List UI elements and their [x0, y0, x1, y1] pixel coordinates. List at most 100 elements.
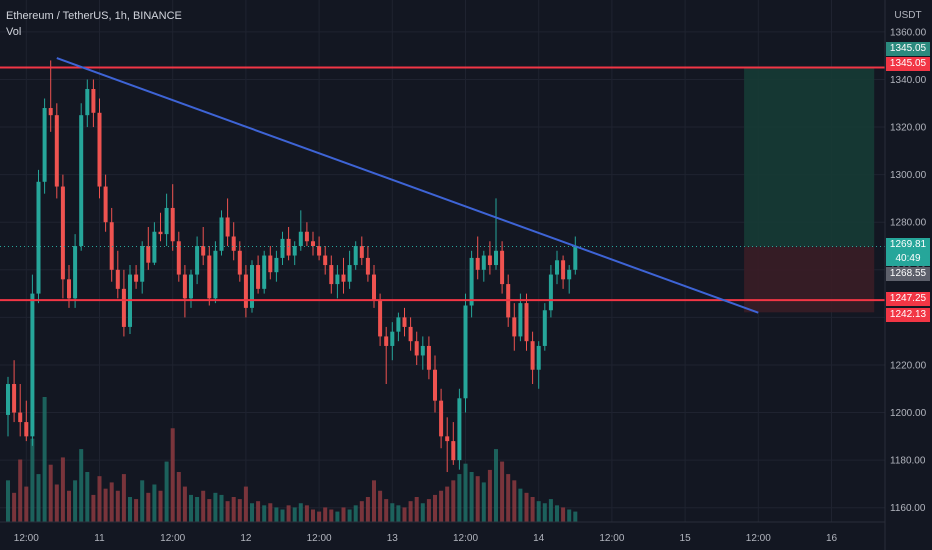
candle-body[interactable] — [500, 250, 505, 285]
candle-body[interactable] — [213, 250, 218, 299]
candle-body[interactable] — [146, 246, 151, 263]
candle-body[interactable] — [542, 310, 547, 346]
candle-body[interactable] — [573, 246, 578, 270]
candle-body[interactable] — [445, 436, 450, 442]
candle-body[interactable] — [530, 341, 535, 370]
candle-body[interactable] — [353, 246, 358, 266]
candle-body[interactable] — [365, 257, 370, 275]
candle-body[interactable] — [48, 108, 53, 116]
candle-body[interactable] — [433, 369, 437, 401]
candle-body[interactable] — [451, 441, 456, 461]
candle-body[interactable] — [54, 115, 59, 187]
candle-body[interactable] — [91, 88, 96, 113]
candle-body[interactable] — [512, 317, 517, 337]
candle-body[interactable] — [420, 345, 425, 356]
candle-body[interactable] — [250, 265, 254, 308]
candle-body[interactable] — [152, 231, 157, 263]
candle-body[interactable] — [176, 241, 181, 275]
candle-body[interactable] — [311, 241, 315, 247]
candle-body[interactable] — [335, 274, 340, 285]
candle-body[interactable] — [182, 274, 187, 299]
candle-body[interactable] — [280, 238, 285, 258]
candle-body[interactable] — [103, 186, 108, 223]
candle-body[interactable] — [317, 246, 322, 256]
candle-body[interactable] — [402, 317, 407, 327]
candle-body[interactable] — [67, 279, 71, 299]
candle-body[interactable] — [237, 250, 242, 275]
symbol-title[interactable]: Ethereum / TetherUS, 1h, BINANCE — [6, 10, 182, 22]
candle-body[interactable] — [536, 345, 541, 370]
candle-body[interactable] — [341, 274, 346, 282]
candle-body[interactable] — [475, 257, 480, 270]
candle-body[interactable] — [225, 217, 230, 237]
candle-body[interactable] — [274, 257, 279, 273]
candle-body[interactable] — [524, 303, 529, 342]
candle-body[interactable] — [359, 246, 364, 258]
candle-body[interactable] — [73, 246, 78, 299]
candle-body[interactable] — [140, 246, 145, 282]
candle-body[interactable] — [12, 384, 17, 413]
volume-label[interactable]: Vol — [6, 26, 22, 38]
candle-body[interactable] — [36, 181, 41, 294]
candle-body[interactable] — [18, 412, 23, 423]
candle-body[interactable] — [243, 274, 248, 308]
candle-body[interactable] — [518, 303, 523, 337]
candle-body[interactable] — [30, 293, 35, 437]
candle-body[interactable] — [268, 255, 273, 273]
candle-body[interactable] — [347, 265, 352, 282]
candle-body[interactable] — [231, 236, 236, 251]
candle-body[interactable] — [97, 112, 102, 187]
candle-body[interactable] — [378, 300, 383, 337]
candle-body[interactable] — [414, 341, 419, 356]
candle-body[interactable] — [487, 255, 492, 266]
candle-body[interactable] — [60, 186, 65, 280]
candle-body[interactable] — [567, 269, 572, 280]
candle-body[interactable] — [170, 207, 175, 242]
candle-body[interactable] — [24, 422, 29, 437]
candle-body[interactable] — [323, 255, 328, 266]
candle-body[interactable] — [134, 274, 139, 282]
candle-body[interactable] — [79, 115, 84, 247]
candle-body[interactable] — [548, 274, 553, 311]
candle-body[interactable] — [304, 231, 309, 242]
candle-body[interactable] — [201, 246, 206, 256]
candle-body[interactable] — [109, 222, 114, 270]
candle-body[interactable] — [256, 265, 261, 289]
candle-body[interactable] — [195, 246, 200, 275]
candle-body[interactable] — [555, 260, 559, 275]
candle-body[interactable] — [561, 260, 566, 280]
candle-body[interactable] — [372, 274, 376, 301]
time-axis[interactable]: 12:00 11 12:00 12 12:00 13 12:00 14 12:00 15 12:00… — [0, 521, 885, 544]
candle-body[interactable] — [292, 246, 297, 256]
volume-bar — [384, 499, 389, 522]
candle-body[interactable] — [85, 88, 90, 116]
candle-body[interactable] — [463, 305, 468, 399]
candle-body[interactable] — [481, 255, 486, 270]
candle-body[interactable] — [115, 269, 120, 289]
trend-line[interactable] — [56, 57, 759, 314]
candle-body[interactable] — [384, 336, 389, 346]
candle-body[interactable] — [494, 250, 498, 266]
candle-body[interactable] — [42, 108, 47, 182]
candle-body[interactable] — [207, 255, 212, 299]
candle-body[interactable] — [189, 274, 193, 299]
candles[interactable] — [6, 60, 578, 473]
candle-body[interactable] — [286, 238, 291, 256]
candle-body[interactable] — [262, 255, 267, 289]
candle-body[interactable] — [6, 384, 10, 415]
drawings[interactable] — [0, 57, 885, 314]
candle-body[interactable] — [426, 345, 431, 370]
candle-body[interactable] — [298, 231, 303, 247]
candle-body[interactable] — [469, 257, 474, 306]
candle-body[interactable] — [439, 400, 444, 437]
candle-body[interactable] — [121, 288, 126, 327]
candle-body[interactable] — [390, 331, 395, 346]
candle-body[interactable] — [219, 217, 224, 251]
candle-body[interactable] — [457, 398, 462, 461]
candle-body[interactable] — [158, 231, 163, 235]
candle-body[interactable] — [396, 317, 401, 332]
candle-body[interactable] — [408, 326, 413, 342]
candle-body[interactable] — [329, 265, 334, 285]
candle-body[interactable] — [164, 207, 169, 235]
